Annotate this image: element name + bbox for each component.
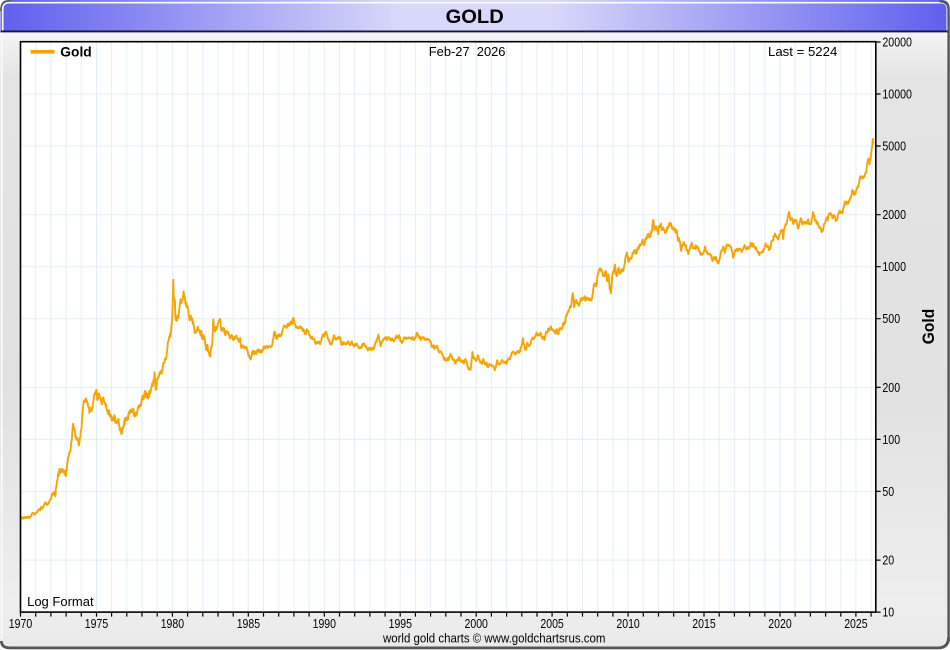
svg-text:1970: 1970 bbox=[9, 617, 32, 631]
svg-text:200: 200 bbox=[882, 381, 900, 395]
svg-text:world gold charts © www.goldch: world gold charts © www.goldchartsrus.co… bbox=[382, 631, 605, 646]
svg-text:10000: 10000 bbox=[882, 87, 912, 101]
svg-text:1000: 1000 bbox=[882, 260, 906, 274]
svg-text:1995: 1995 bbox=[389, 617, 412, 631]
svg-text:1980: 1980 bbox=[161, 617, 184, 631]
svg-text:2000: 2000 bbox=[465, 617, 488, 631]
svg-text:10: 10 bbox=[882, 606, 894, 620]
svg-text:Gold: Gold bbox=[60, 44, 91, 59]
svg-text:GOLD: GOLD bbox=[446, 7, 504, 28]
svg-text:20000: 20000 bbox=[882, 35, 912, 49]
svg-text:2020: 2020 bbox=[768, 617, 791, 631]
svg-text:5000: 5000 bbox=[882, 139, 906, 153]
svg-text:50: 50 bbox=[882, 485, 894, 499]
svg-text:2000: 2000 bbox=[882, 208, 906, 222]
svg-text:Last = 5224: Last = 5224 bbox=[768, 44, 837, 59]
svg-text:20: 20 bbox=[882, 554, 894, 568]
svg-text:1990: 1990 bbox=[313, 617, 336, 631]
svg-text:2015: 2015 bbox=[692, 617, 715, 631]
svg-text:Feb-27 2026: Feb-27 2026 bbox=[429, 44, 506, 59]
svg-text:Gold: Gold bbox=[919, 309, 938, 344]
svg-text:1975: 1975 bbox=[85, 617, 108, 631]
svg-text:2025: 2025 bbox=[844, 617, 867, 631]
svg-text:100: 100 bbox=[882, 433, 900, 447]
svg-text:1985: 1985 bbox=[237, 617, 260, 631]
svg-text:500: 500 bbox=[882, 312, 900, 326]
svg-text:2010: 2010 bbox=[616, 617, 639, 631]
svg-text:2005: 2005 bbox=[540, 617, 563, 631]
svg-text:Log Format: Log Format bbox=[27, 594, 94, 609]
